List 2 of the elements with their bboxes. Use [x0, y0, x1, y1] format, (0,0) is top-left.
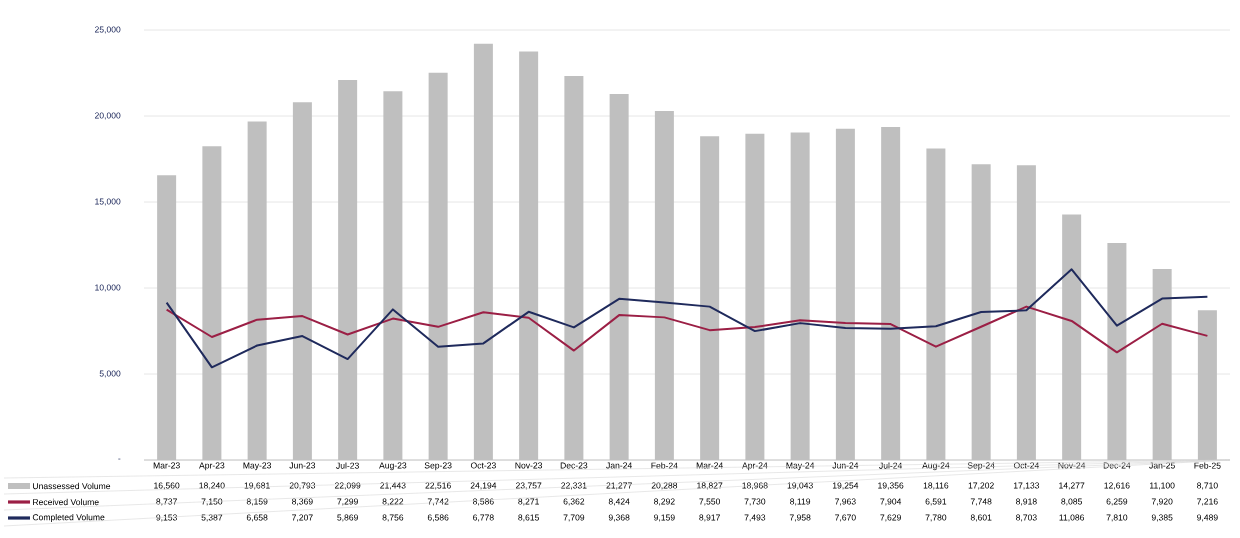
line-series [165, 268, 1209, 369]
line-series [165, 305, 1209, 354]
